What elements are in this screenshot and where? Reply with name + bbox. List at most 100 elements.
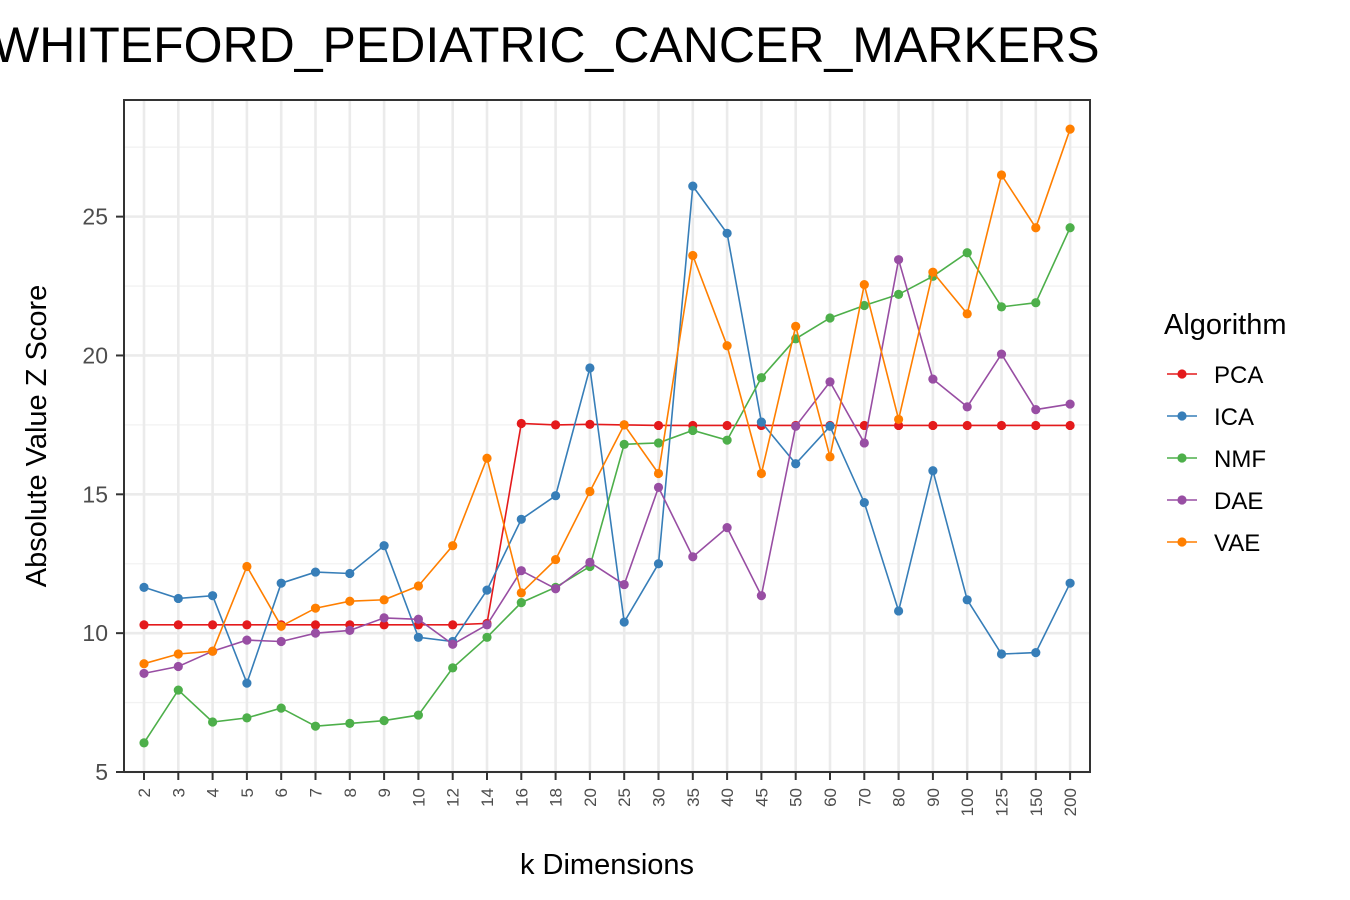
data-point xyxy=(756,468,767,479)
data-point xyxy=(551,554,561,565)
data-point xyxy=(653,559,664,569)
x-tick-label: 35 xyxy=(684,788,703,807)
data-point xyxy=(551,584,561,594)
y-tick-label: 20 xyxy=(82,342,108,368)
data-point xyxy=(379,595,389,605)
x-tick-label: 200 xyxy=(1061,788,1080,816)
data-point xyxy=(1031,420,1041,431)
x-tick-label: 45 xyxy=(752,788,771,807)
y-tick-label: 15 xyxy=(82,481,108,507)
data-point xyxy=(1065,578,1075,588)
legend-item-ica: ICA xyxy=(1167,404,1254,431)
series-ica xyxy=(139,181,1075,688)
data-point xyxy=(791,421,801,431)
data-point xyxy=(653,482,664,492)
data-point xyxy=(962,309,972,319)
data-point xyxy=(310,721,321,731)
data-point xyxy=(722,228,732,238)
legend: Algorithm PCA ICA NMF DAE VAE xyxy=(1164,309,1287,557)
legend-label: VAE xyxy=(1214,530,1260,557)
data-point xyxy=(894,414,904,424)
data-point xyxy=(1031,223,1041,233)
data-point xyxy=(413,614,423,624)
data-point xyxy=(619,617,629,627)
data-point xyxy=(173,620,183,630)
data-point xyxy=(345,625,355,635)
series-line xyxy=(143,128,1071,665)
x-tick-label: 30 xyxy=(650,788,669,807)
x-axis-title: k Dimensions xyxy=(520,849,694,881)
legend-key-point xyxy=(1177,453,1187,463)
data-point xyxy=(448,639,458,649)
data-point xyxy=(962,402,972,412)
data-point xyxy=(585,557,595,567)
data-point xyxy=(756,417,767,427)
x-tick-label: 5 xyxy=(238,788,257,797)
data-point xyxy=(688,181,698,191)
data-point xyxy=(791,459,801,469)
series-nmf xyxy=(139,223,1075,748)
series-line xyxy=(143,183,1071,686)
data-point xyxy=(688,250,698,261)
data-point xyxy=(722,420,732,431)
data-point xyxy=(208,591,218,601)
x-tick-label: 50 xyxy=(787,788,806,807)
data-point xyxy=(242,620,252,630)
data-point xyxy=(413,710,423,720)
data-point xyxy=(482,585,492,595)
data-point xyxy=(996,649,1007,659)
x-tick-label: 80 xyxy=(890,788,909,807)
data-point xyxy=(379,620,389,630)
data-point xyxy=(482,453,492,463)
data-point xyxy=(1065,223,1075,233)
data-point xyxy=(1065,124,1075,134)
legend-key-point xyxy=(1177,537,1187,547)
data-point xyxy=(345,596,355,606)
data-point xyxy=(996,420,1007,431)
data-point xyxy=(310,567,321,577)
data-point xyxy=(996,170,1007,180)
data-point xyxy=(653,438,664,448)
series-lines xyxy=(139,124,1075,748)
legend-key-point xyxy=(1177,495,1187,505)
data-point xyxy=(139,582,149,592)
data-point xyxy=(1065,399,1075,409)
data-point xyxy=(928,420,938,431)
x-tick-label: 12 xyxy=(444,788,463,807)
data-point xyxy=(1065,420,1075,431)
data-point xyxy=(894,255,904,265)
data-point xyxy=(482,620,492,630)
series-pca xyxy=(139,418,1075,630)
legend-label: NMF xyxy=(1214,446,1266,473)
data-point xyxy=(928,466,938,476)
data-point xyxy=(310,620,321,630)
data-point xyxy=(551,420,561,430)
data-point xyxy=(379,541,389,551)
x-tick-label: 7 xyxy=(307,788,326,797)
data-point xyxy=(379,716,389,726)
data-point xyxy=(585,419,595,429)
x-tick-label: 100 xyxy=(958,788,977,816)
data-point xyxy=(859,300,869,311)
data-point xyxy=(516,514,526,524)
x-tick-label: 125 xyxy=(993,788,1012,816)
x-tick-label: 40 xyxy=(718,788,737,807)
data-point xyxy=(345,718,355,729)
data-point xyxy=(516,588,526,598)
y-tick-label: 10 xyxy=(82,620,108,646)
x-tick-label: 16 xyxy=(512,788,531,807)
data-point xyxy=(413,632,423,642)
legend-label: DAE xyxy=(1214,488,1263,515)
data-point xyxy=(585,363,595,373)
data-point xyxy=(139,620,149,630)
data-point xyxy=(619,579,629,590)
data-point xyxy=(653,420,664,431)
data-point xyxy=(208,717,218,727)
series-line xyxy=(143,259,1071,675)
legend-title: Algorithm xyxy=(1164,309,1287,341)
x-tick-label: 9 xyxy=(375,788,394,797)
data-point xyxy=(653,468,664,479)
y-axis-title: Absolute Value Z Score xyxy=(21,285,53,588)
grid xyxy=(124,100,1090,774)
